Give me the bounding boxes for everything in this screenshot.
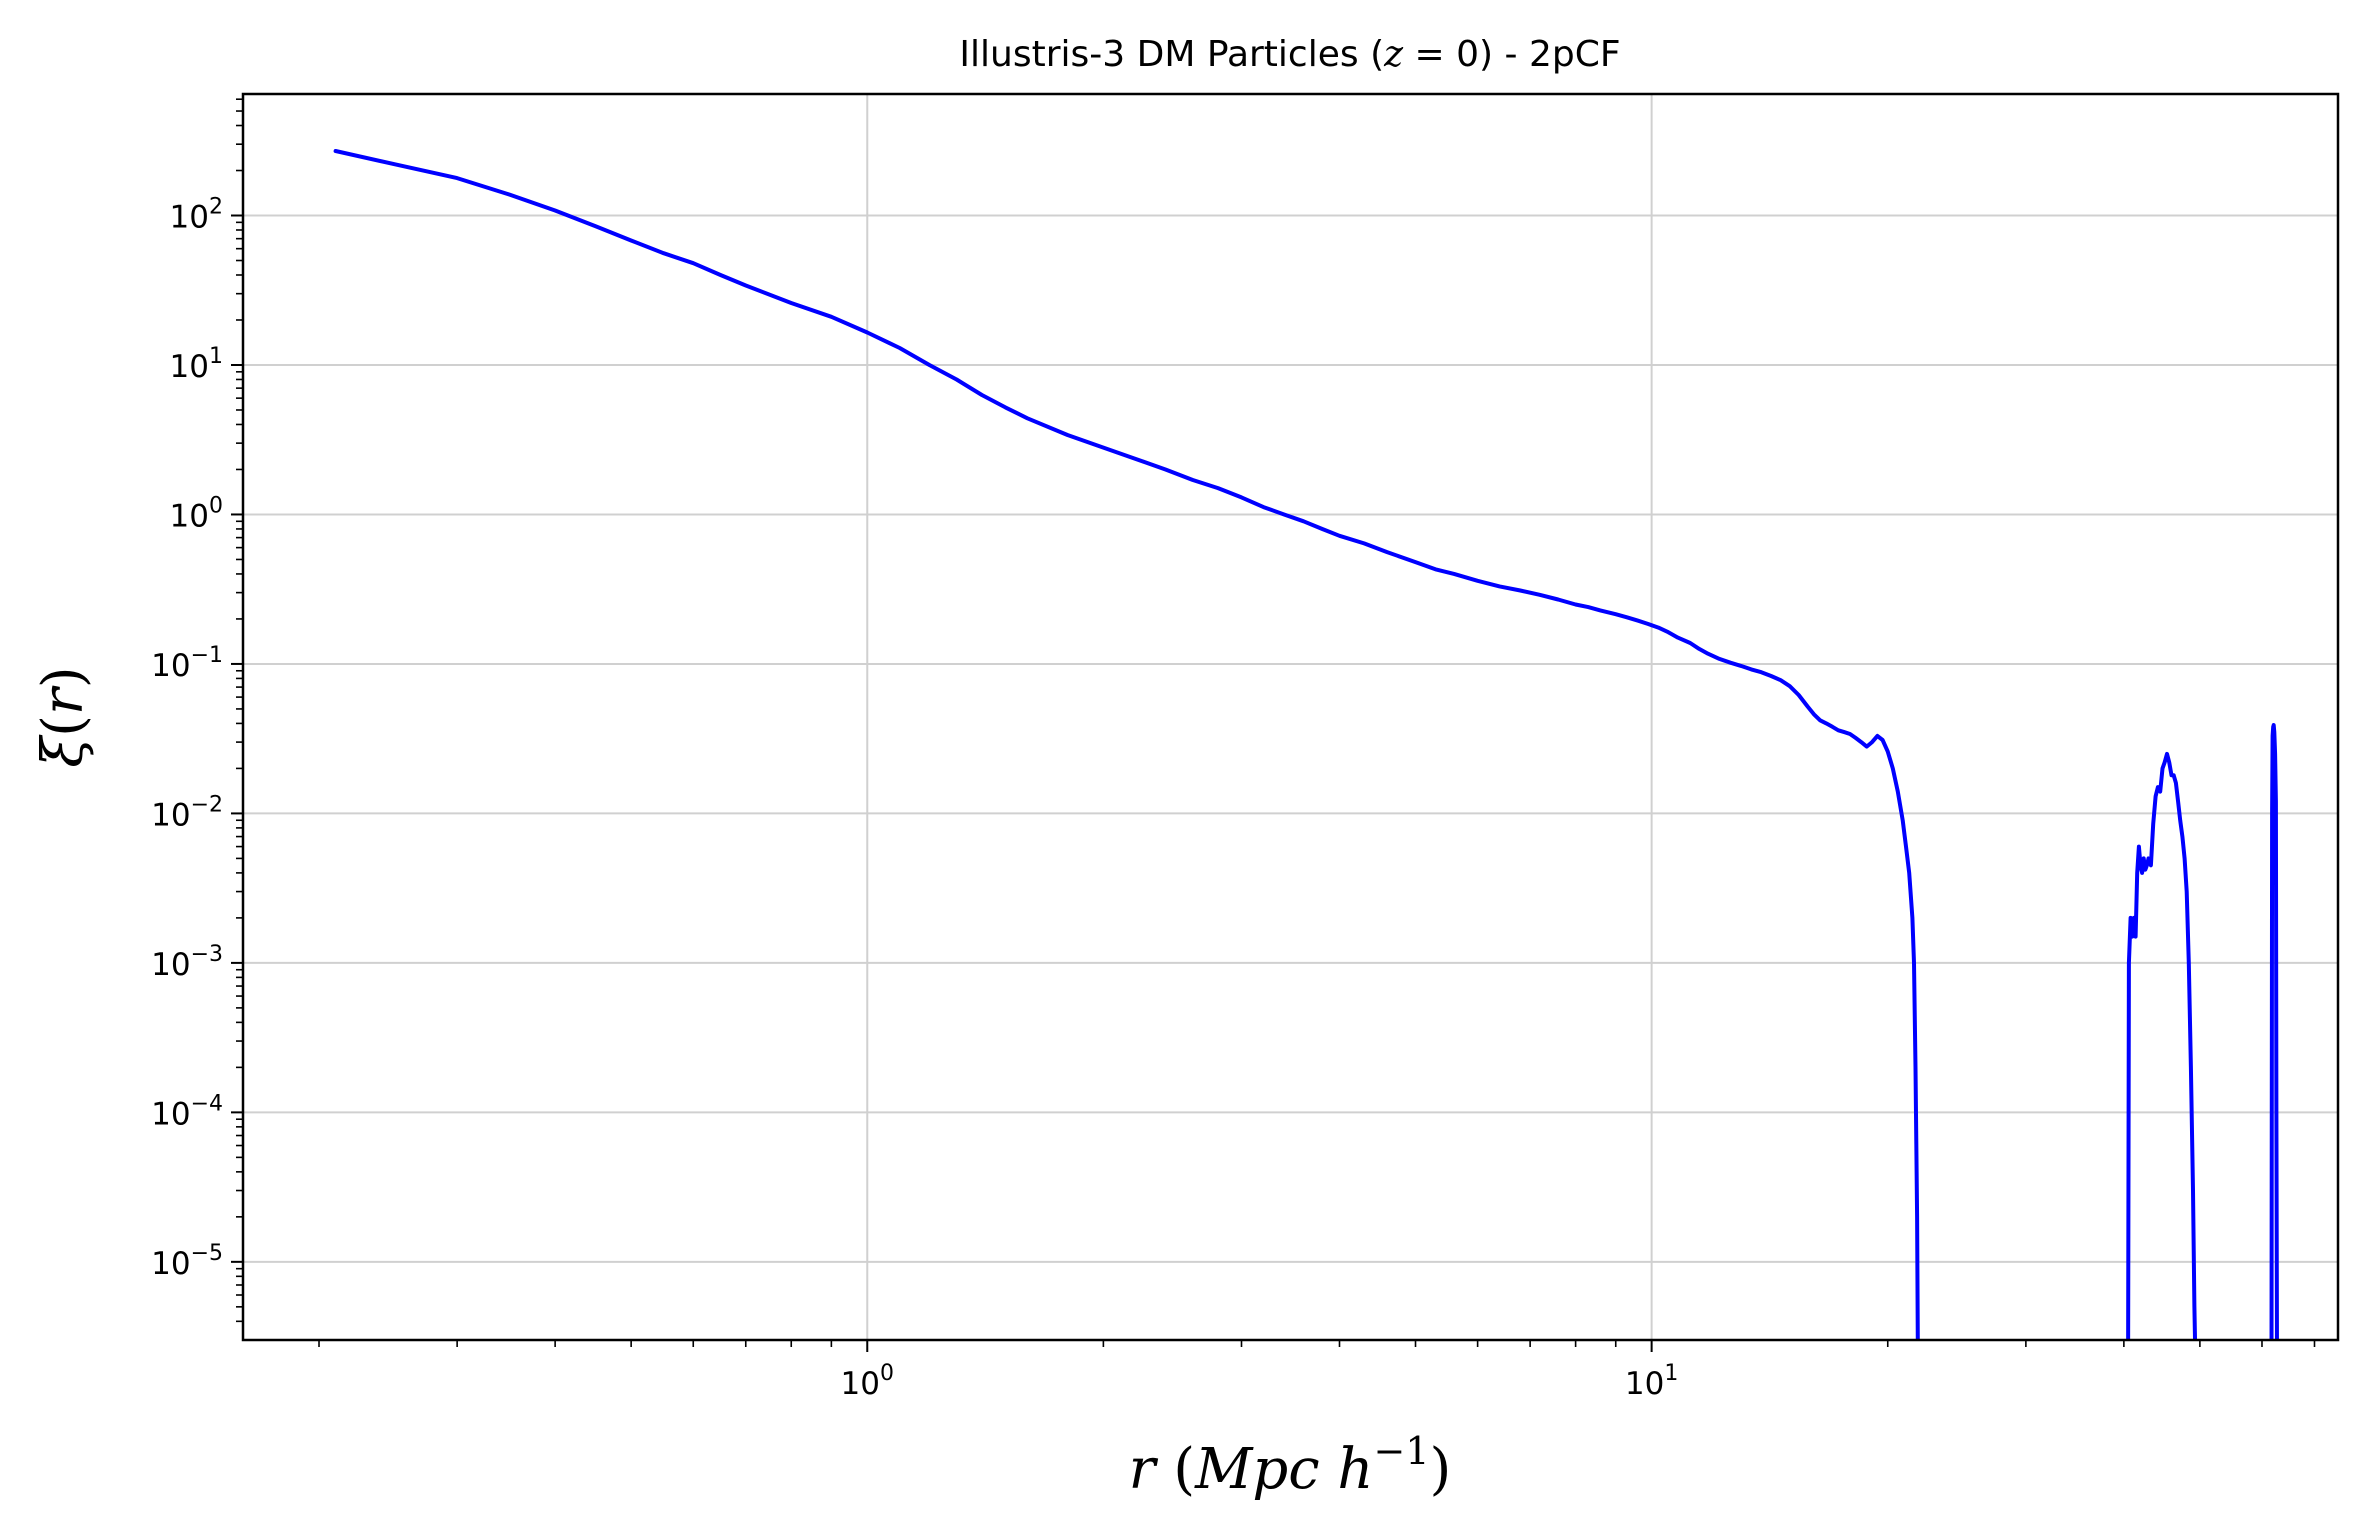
series-line-segment	[333, 149, 1920, 1340]
series-line-segment	[2126, 751, 2198, 1340]
y-tick-label: 10−2	[151, 792, 223, 833]
x-tick-label: 100	[841, 1361, 894, 1402]
y-tick-label: 10−1	[151, 643, 223, 684]
y-tick-label: 10−3	[151, 942, 223, 983]
tick-labels: 100 101 102 101 100 10−1 10−2 10−3 10−4 10−5	[151, 195, 1678, 1402]
y-tick-label: 101	[170, 344, 223, 385]
y-axis-label: ξ(r)	[31, 666, 96, 767]
plot-frame	[241, 92, 2340, 1342]
y-tick-label: 102	[170, 195, 223, 236]
x-axis-label: r (Mpc h−1)	[1129, 1429, 1452, 1502]
y-tick-label: 10−4	[151, 1091, 223, 1132]
x-tick-label: 101	[1625, 1361, 1678, 1402]
ticks	[231, 98, 2316, 1352]
y-tick-label: 10−5	[151, 1241, 223, 1282]
y-tick-label: 100	[170, 493, 223, 534]
grid	[243, 94, 2338, 1340]
plot-area	[243, 94, 2338, 1340]
series-line-segment	[2269, 723, 2279, 1340]
chart-title: Illustris-3 DM Particles (z = 0) - 2pCF	[959, 34, 1620, 75]
series	[333, 149, 2279, 1340]
